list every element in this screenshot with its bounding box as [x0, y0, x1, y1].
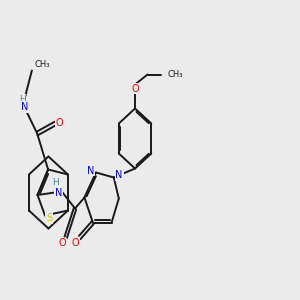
Text: S: S: [46, 213, 52, 223]
Text: N: N: [21, 102, 29, 112]
Text: N: N: [87, 166, 94, 176]
Text: O: O: [72, 238, 80, 248]
Text: CH₃: CH₃: [34, 60, 50, 69]
Text: O: O: [59, 238, 66, 248]
Text: O: O: [56, 118, 63, 128]
Text: CH₃: CH₃: [167, 70, 183, 79]
Text: H: H: [52, 178, 59, 187]
Text: O: O: [132, 83, 140, 94]
Text: N: N: [116, 170, 123, 181]
Text: H: H: [19, 95, 26, 104]
Text: N: N: [55, 188, 62, 197]
